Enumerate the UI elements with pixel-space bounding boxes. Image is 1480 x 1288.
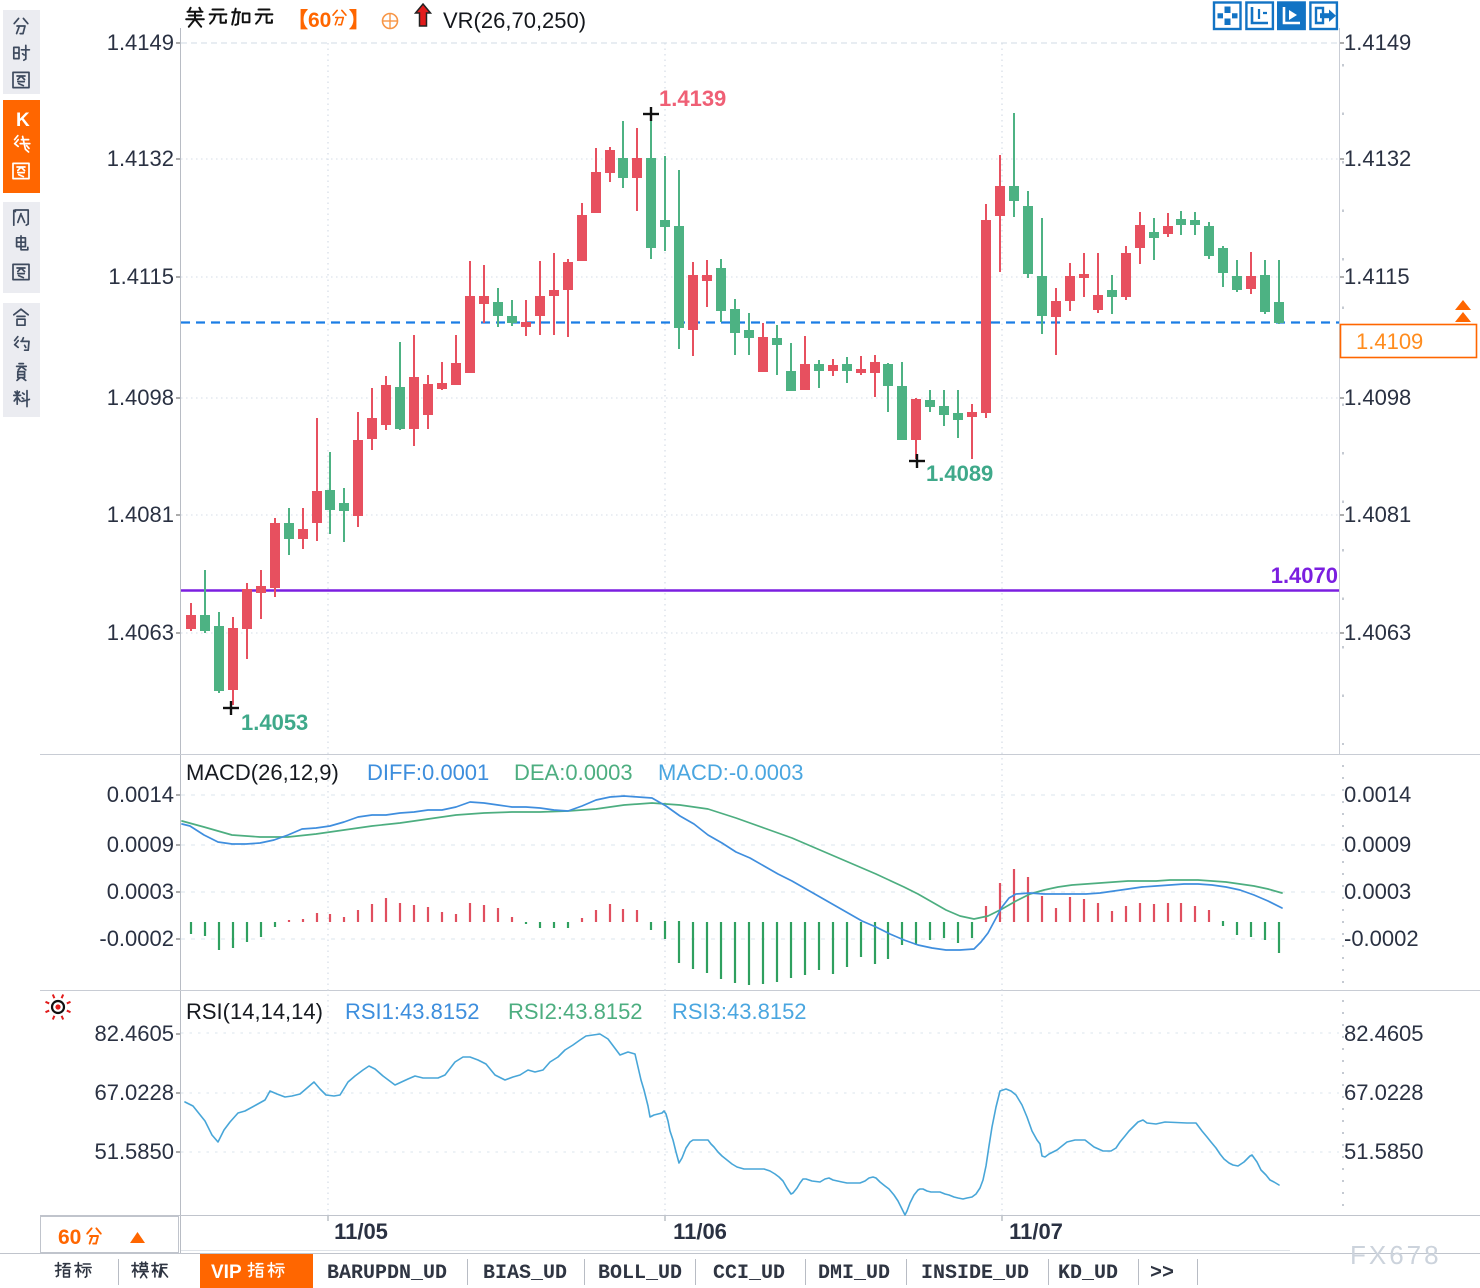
svg-text:1.4081: 1.4081 bbox=[1344, 502, 1411, 527]
svg-text:1.4132: 1.4132 bbox=[1344, 146, 1411, 171]
svg-text:1.4098: 1.4098 bbox=[107, 385, 174, 410]
svg-text:0.0009: 0.0009 bbox=[107, 832, 174, 857]
svg-text:-0.0002: -0.0002 bbox=[1344, 926, 1419, 951]
svg-text:1.4081: 1.4081 bbox=[107, 502, 174, 527]
svg-text:RSI2:43.8152: RSI2:43.8152 bbox=[508, 999, 643, 1024]
svg-text:0.0003: 0.0003 bbox=[1344, 879, 1411, 904]
svg-text:DMI_UD: DMI_UD bbox=[818, 1262, 890, 1285]
svg-text:1.4063: 1.4063 bbox=[1344, 620, 1411, 645]
svg-text:0.0014: 0.0014 bbox=[1344, 782, 1411, 807]
svg-text:MACD(26,12,9): MACD(26,12,9) bbox=[186, 760, 339, 785]
svg-text:DIFF:0.0001: DIFF:0.0001 bbox=[367, 760, 489, 785]
svg-text:VR(26,70,250): VR(26,70,250) bbox=[443, 8, 586, 33]
svg-text:INSIDE_UD: INSIDE_UD bbox=[921, 1262, 1029, 1285]
svg-text:RSI(14,14,14): RSI(14,14,14) bbox=[186, 999, 323, 1024]
svg-text:【60: 【60 bbox=[287, 9, 331, 32]
svg-text:RSI3:43.8152: RSI3:43.8152 bbox=[672, 999, 807, 1024]
svg-text:1.4098: 1.4098 bbox=[1344, 385, 1411, 410]
svg-text:60: 60 bbox=[58, 1226, 81, 1249]
svg-text:82.4605: 82.4605 bbox=[1344, 1021, 1424, 1046]
svg-text:KD_UD: KD_UD bbox=[1058, 1262, 1118, 1285]
svg-text:CCI_UD: CCI_UD bbox=[713, 1262, 785, 1285]
svg-text:0.0014: 0.0014 bbox=[107, 782, 174, 807]
svg-text:1.4115: 1.4115 bbox=[108, 264, 174, 289]
svg-text:1.4149: 1.4149 bbox=[107, 30, 174, 55]
svg-text:1.4053: 1.4053 bbox=[241, 710, 308, 735]
svg-text:RSI1:43.8152: RSI1:43.8152 bbox=[345, 999, 480, 1024]
svg-text:82.4605: 82.4605 bbox=[94, 1021, 174, 1046]
svg-text:11/05: 11/05 bbox=[334, 1219, 388, 1244]
svg-text:1.4070: 1.4070 bbox=[1271, 563, 1338, 588]
svg-text:-0.0002: -0.0002 bbox=[99, 926, 174, 951]
svg-text:>>: >> bbox=[1150, 1262, 1174, 1285]
svg-text:BOLL_UD: BOLL_UD bbox=[598, 1262, 682, 1285]
svg-text:67.0228: 67.0228 bbox=[94, 1080, 174, 1105]
svg-text:51.5850: 51.5850 bbox=[94, 1139, 174, 1164]
svg-text:BIAS_UD: BIAS_UD bbox=[483, 1262, 567, 1285]
svg-text:51.5850: 51.5850 bbox=[1344, 1139, 1424, 1164]
svg-text:】: 】 bbox=[349, 9, 370, 32]
svg-text:1.4109: 1.4109 bbox=[1356, 329, 1423, 354]
svg-text:1.4149: 1.4149 bbox=[1344, 30, 1411, 55]
svg-text:1.4132: 1.4132 bbox=[107, 146, 174, 171]
svg-text:1.4115: 1.4115 bbox=[1344, 264, 1410, 289]
svg-text:11/06: 11/06 bbox=[673, 1219, 727, 1244]
svg-text:K: K bbox=[16, 110, 30, 131]
svg-text:VIP: VIP bbox=[211, 1262, 242, 1283]
svg-text:67.0228: 67.0228 bbox=[1344, 1080, 1424, 1105]
svg-text:1.4139: 1.4139 bbox=[659, 86, 726, 111]
svg-text:0.0003: 0.0003 bbox=[107, 879, 174, 904]
svg-text:11/07: 11/07 bbox=[1009, 1219, 1063, 1244]
svg-text:BARUPDN_UD: BARUPDN_UD bbox=[327, 1262, 447, 1285]
svg-text:FX678: FX678 bbox=[1350, 1240, 1442, 1270]
svg-text:DEA:0.0003: DEA:0.0003 bbox=[514, 760, 633, 785]
svg-text:1.4089: 1.4089 bbox=[926, 461, 993, 486]
svg-text:MACD:-0.0003: MACD:-0.0003 bbox=[658, 760, 804, 785]
svg-text:0.0009: 0.0009 bbox=[1344, 832, 1411, 857]
svg-text:1.4063: 1.4063 bbox=[107, 620, 174, 645]
